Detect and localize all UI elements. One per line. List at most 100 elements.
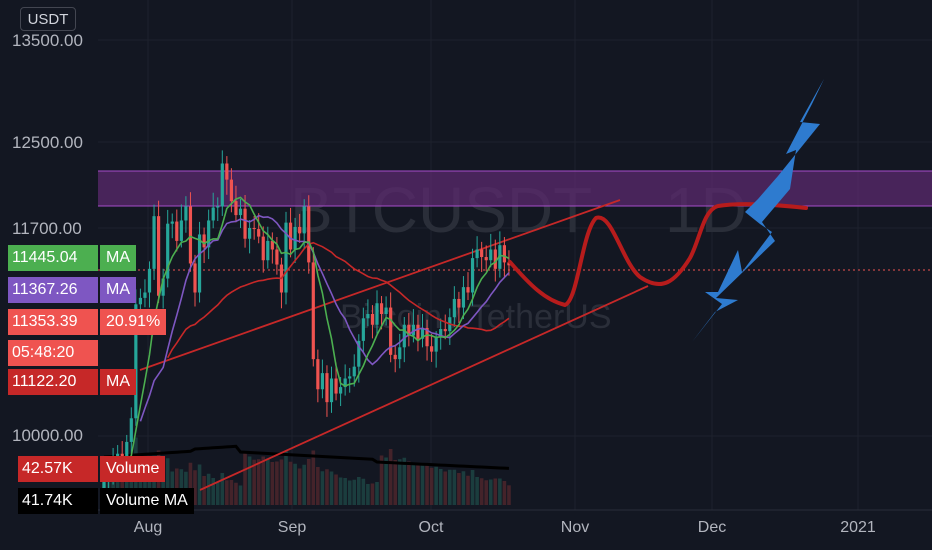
candle-body xyxy=(298,226,302,234)
candle-body xyxy=(257,229,261,237)
candle-body xyxy=(507,262,511,266)
candle-body xyxy=(129,418,133,442)
volume-bar xyxy=(475,477,479,505)
volume-bar xyxy=(329,471,334,505)
candle-body xyxy=(138,297,142,305)
candle-body xyxy=(361,318,365,341)
ma-fast-line xyxy=(121,196,510,467)
volume-bar xyxy=(457,473,461,505)
volume-bar xyxy=(220,473,225,505)
volume-bar xyxy=(325,469,329,505)
candle-body xyxy=(307,206,311,263)
candle-body xyxy=(470,258,475,293)
volume-bar xyxy=(297,468,302,505)
volume-bar xyxy=(247,456,252,505)
volume-bar xyxy=(266,458,270,505)
candle-body xyxy=(184,206,188,221)
ma-slow-line xyxy=(166,241,510,359)
volume-bar xyxy=(352,479,357,505)
volume-value-tag: 42.57K xyxy=(18,456,98,482)
volume-bar xyxy=(202,476,206,505)
volume-bar xyxy=(484,480,488,505)
volume-bar xyxy=(334,474,338,505)
volume-bar xyxy=(243,451,247,505)
candle-body xyxy=(197,234,202,293)
candle-body xyxy=(334,378,338,394)
volume-bar xyxy=(493,478,498,505)
candle-body xyxy=(243,208,247,239)
candle-body xyxy=(461,287,466,308)
candle-body xyxy=(248,228,252,239)
candle-body xyxy=(179,220,183,241)
bullish-arrow-drawing[interactable] xyxy=(692,79,824,342)
candle-body xyxy=(348,376,352,379)
candle-body xyxy=(352,366,356,377)
candle-body xyxy=(311,262,315,360)
candle-body xyxy=(216,206,220,208)
volume-bar xyxy=(379,455,384,505)
candle-body xyxy=(166,223,170,279)
volume-bar xyxy=(225,480,229,505)
candle-body xyxy=(238,208,243,216)
volume-bar xyxy=(498,478,502,505)
volume-bar xyxy=(316,467,320,505)
ma-slow-value-tag: 11122.20 xyxy=(8,369,98,395)
volume-bar xyxy=(275,461,279,505)
volume-bar xyxy=(206,473,211,505)
currency-badge[interactable]: USDT xyxy=(20,7,76,31)
volume-ma-line xyxy=(103,444,510,470)
candle-body xyxy=(293,226,297,250)
volume-bar xyxy=(361,478,366,505)
ma-slow-label-tag[interactable]: MA xyxy=(100,369,136,395)
volume-bar xyxy=(165,458,170,505)
volume-ma-label-tag[interactable]: Volume MA xyxy=(100,488,194,514)
candle-body xyxy=(457,298,461,308)
volume-bar xyxy=(238,485,243,505)
ma-mid-label-tag[interactable]: MA xyxy=(100,277,136,303)
volume-bar xyxy=(470,470,475,505)
volume-bar xyxy=(411,462,416,505)
resistance-zone[interactable] xyxy=(98,171,932,206)
x-tick-nov: Nov xyxy=(560,519,590,536)
volume-bar xyxy=(420,464,425,505)
candle-body xyxy=(134,304,138,419)
candle-body xyxy=(384,307,388,314)
candle-body xyxy=(416,324,420,339)
volume-bar xyxy=(179,469,184,505)
volume-label-tag[interactable]: Volume xyxy=(100,456,166,482)
candle-body xyxy=(275,249,279,265)
volume-bar xyxy=(343,478,347,505)
volume-bar xyxy=(434,466,438,505)
candle-body xyxy=(475,249,479,259)
candle-body xyxy=(480,249,484,258)
candle-body xyxy=(379,303,384,314)
volume-bar xyxy=(270,462,275,505)
candle-body xyxy=(261,236,265,261)
volume-bar xyxy=(507,485,511,505)
volume-bar xyxy=(461,471,466,505)
volume-bar xyxy=(311,450,316,505)
candle-body xyxy=(357,340,361,367)
candle-body xyxy=(425,327,429,347)
candle-body xyxy=(220,163,224,207)
candle-body xyxy=(188,206,193,264)
candle-body xyxy=(339,387,343,394)
candle-body xyxy=(102,477,106,497)
volume-bar xyxy=(284,450,288,505)
volume-ma-value-tag: 41.74K xyxy=(18,488,98,514)
volume-bar xyxy=(193,470,197,505)
candle-body xyxy=(325,373,329,403)
channel-upper-line[interactable] xyxy=(139,199,621,371)
x-tick-sep: Sep xyxy=(277,519,307,536)
projection-path-drawing[interactable] xyxy=(508,202,808,308)
candle-body xyxy=(452,298,456,318)
candle-body xyxy=(439,329,443,338)
volume-bar xyxy=(261,456,266,505)
volume-bar xyxy=(229,480,234,505)
volume-bar xyxy=(252,459,256,505)
ma-fast-label-tag[interactable]: MA xyxy=(100,245,136,271)
candle-body xyxy=(147,268,152,293)
channel-lower-line[interactable] xyxy=(199,285,649,491)
